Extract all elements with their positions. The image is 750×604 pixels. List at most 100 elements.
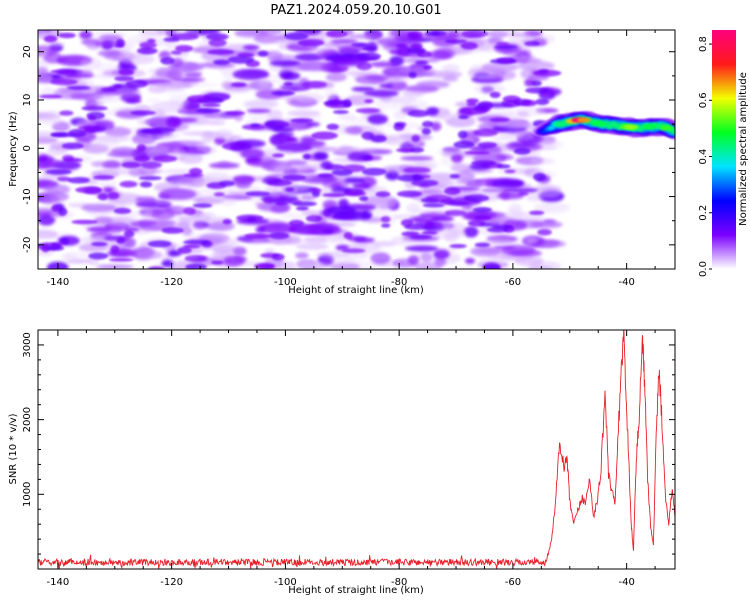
- heatmap-cell: [161, 227, 184, 234]
- colorbar-tick-label: 0.6: [698, 92, 709, 108]
- heatmap-cell: [427, 50, 452, 60]
- heatmap-cell: [59, 237, 70, 245]
- heatmap-cell: [529, 221, 563, 229]
- heatmap-cell: [264, 248, 275, 255]
- heatmap-cell: [110, 245, 120, 254]
- heatmap-cell: [420, 251, 433, 263]
- heatmap-cell: [317, 173, 334, 178]
- heatmap-cell: [533, 172, 546, 182]
- snr-x-axis-label: Height of straight line (km): [288, 585, 424, 596]
- y-tick-label: 10: [22, 94, 33, 107]
- heatmap-cell: [52, 160, 82, 171]
- heatmap-cell: [149, 222, 185, 229]
- heatmap-cell: [455, 170, 476, 183]
- heatmap-cell: [494, 45, 518, 49]
- heatmap-cell: [121, 161, 141, 169]
- heatmap-cell: [92, 73, 115, 79]
- heatmap-cell: [316, 146, 337, 152]
- heatmap-cell: [322, 228, 334, 234]
- heatmap-cell: [313, 151, 329, 160]
- heatmap-cell: [477, 141, 498, 149]
- heatmap-cell: [135, 196, 157, 204]
- heatmap-cell: [302, 210, 319, 216]
- heatmap-cell: [404, 245, 439, 252]
- heatmap-cell: [71, 219, 98, 225]
- heatmap-cell: [119, 180, 138, 188]
- heatmap-cell: [467, 219, 486, 227]
- heatmap-cell: [275, 201, 289, 206]
- heatmap-cell: [429, 228, 467, 240]
- heatmap-cell: [282, 71, 301, 81]
- snr-x-ticks: -140 -120 -100 -80 -60 -40: [47, 330, 656, 588]
- x-tick-label: -80: [391, 577, 407, 588]
- heatmap-cell: [422, 120, 434, 128]
- heatmap-cell: [361, 131, 375, 140]
- heatmap-cell: [366, 208, 391, 216]
- heatmap-cell: [370, 252, 391, 265]
- heatmap-cell: [259, 222, 297, 234]
- heatmap-cell: [416, 80, 450, 89]
- heatmap-cell: [351, 86, 375, 92]
- heatmap-cell: [464, 150, 491, 155]
- heatmap-cell: [108, 258, 134, 262]
- heatmap-cell: [146, 132, 181, 140]
- heatmap-cell: [142, 208, 156, 220]
- heatmap-cell: [395, 43, 407, 48]
- colorbar-tick-label: 0.2: [698, 205, 709, 221]
- snr-y-ticks: 1000 2000 3000: [22, 329, 675, 570]
- heatmap-cell: [168, 100, 189, 108]
- heatmap-cell: [136, 250, 163, 259]
- heatmap-cell: [102, 160, 122, 170]
- heatmap-cell: [255, 226, 266, 234]
- heatmap-cell: [407, 30, 424, 40]
- heatmap-cell: [286, 159, 308, 166]
- heatmap-cell: [474, 242, 491, 248]
- heatmap-cell: [540, 140, 564, 149]
- heatmap-cell: [169, 118, 198, 123]
- heatmap-cell: [181, 226, 193, 236]
- heatmap-cell: [38, 214, 56, 226]
- heatmap-cell: [52, 75, 61, 79]
- heatmap-cell: [83, 127, 97, 134]
- heatmap-cell: [110, 147, 138, 156]
- heatmap-cell: [299, 242, 323, 249]
- heatmap-cell: [330, 213, 357, 220]
- spectrogram-heatmap: [38, 30, 570, 269]
- spectrogram-x-ticks: -140 -120 -100 -80 -60 -40: [47, 30, 656, 288]
- heatmap-cell: [223, 255, 245, 267]
- heatmap-cell: [302, 153, 311, 160]
- heatmap-cell: [113, 207, 132, 214]
- heatmap-cell: [258, 50, 269, 57]
- heatmap-cell: [331, 169, 353, 176]
- heatmap-cell: [349, 34, 382, 39]
- heatmap-cell: [206, 33, 229, 41]
- heatmap-cell: [254, 202, 269, 207]
- heatmap-cell: [364, 99, 374, 104]
- heatmap-cell: [489, 91, 501, 99]
- heatmap-cell: [343, 191, 367, 197]
- heatmap-cell: [76, 69, 93, 76]
- heatmap-cell: [116, 237, 126, 244]
- heatmap-cell: [414, 261, 442, 269]
- heatmap-cell: [492, 70, 517, 81]
- heatmap-cell: [394, 121, 407, 128]
- heatmap-cell: [91, 161, 107, 167]
- heatmap-cell: [327, 206, 356, 215]
- heatmap-cell: [113, 84, 122, 89]
- heatmap-cell: [311, 131, 338, 140]
- heatmap-cell: [524, 40, 540, 47]
- heatmap-cell: [496, 57, 516, 64]
- heatmap-cell: [185, 82, 220, 87]
- heatmap-cell: [234, 30, 269, 38]
- heatmap-cell: [221, 81, 234, 89]
- heatmap-cell: [381, 223, 391, 228]
- heatmap-cell: [326, 30, 348, 38]
- heatmap-cell: [58, 207, 68, 216]
- heatmap-cell: [421, 230, 438, 235]
- heatmap-cell: [344, 177, 365, 184]
- heatmap-cell: [396, 190, 423, 198]
- heatmap-cell: [295, 252, 309, 259]
- heatmap-cell: [258, 77, 270, 89]
- heatmap-cell: [247, 216, 256, 222]
